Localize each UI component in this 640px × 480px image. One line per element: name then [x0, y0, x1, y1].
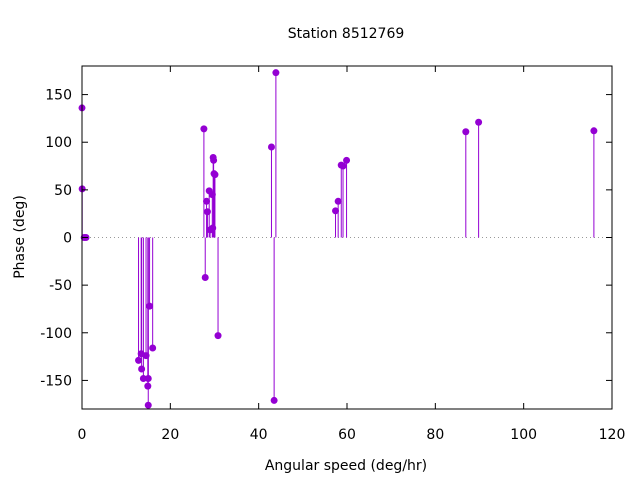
data-point: [203, 208, 211, 216]
data-point: [210, 156, 218, 164]
y-tick-label: -150: [40, 373, 72, 389]
y-axis-ticks: -150 -100 -50 0 50 100 150: [40, 88, 612, 389]
data-point: [144, 375, 152, 383]
x-tick-label: 0: [78, 427, 87, 443]
data-point: [144, 382, 152, 390]
x-tick-label: 100: [510, 427, 537, 443]
data-point: [144, 401, 152, 409]
data-point: [139, 375, 147, 383]
data-point: [146, 302, 154, 310]
impulse-layer: [81, 72, 595, 406]
x-tick-label: 60: [338, 427, 356, 443]
x-tick-label: 120: [599, 427, 626, 443]
data-point: [149, 344, 157, 352]
x-tick-label: 80: [426, 427, 444, 443]
chart-title: Station 8512769: [288, 26, 405, 42]
data-point: [201, 274, 209, 282]
y-tick-label: 0: [63, 231, 72, 247]
y-axis-label: Phase (deg): [12, 195, 28, 279]
data-point: [135, 356, 143, 364]
data-point: [462, 128, 470, 136]
data-point: [138, 365, 146, 373]
data-point: [339, 162, 347, 170]
y-tick-label: 150: [45, 88, 72, 104]
y-tick-label: 100: [45, 135, 72, 151]
y-tick-label: -50: [49, 278, 72, 294]
data-point: [142, 352, 150, 360]
data-point: [267, 143, 275, 151]
data-point: [209, 224, 217, 232]
y-tick-label: 50: [54, 183, 72, 199]
data-point: [590, 127, 598, 135]
data-point: [214, 332, 222, 340]
x-axis-ticks: 0 20 40 60 80 100 120: [78, 66, 626, 443]
data-point: [334, 197, 342, 205]
point-layer: [78, 69, 598, 409]
data-point: [203, 197, 211, 205]
data-point: [270, 396, 278, 404]
x-tick-label: 20: [161, 427, 179, 443]
data-point: [343, 156, 351, 164]
data-point: [200, 125, 208, 133]
data-point: [475, 118, 483, 126]
data-point: [208, 191, 216, 199]
y-tick-label: -100: [40, 326, 72, 342]
data-point: [272, 69, 280, 77]
data-point: [211, 171, 219, 179]
x-tick-label: 40: [250, 427, 268, 443]
data-point: [332, 207, 340, 215]
x-axis-label: Angular speed (deg/hr): [265, 458, 427, 474]
